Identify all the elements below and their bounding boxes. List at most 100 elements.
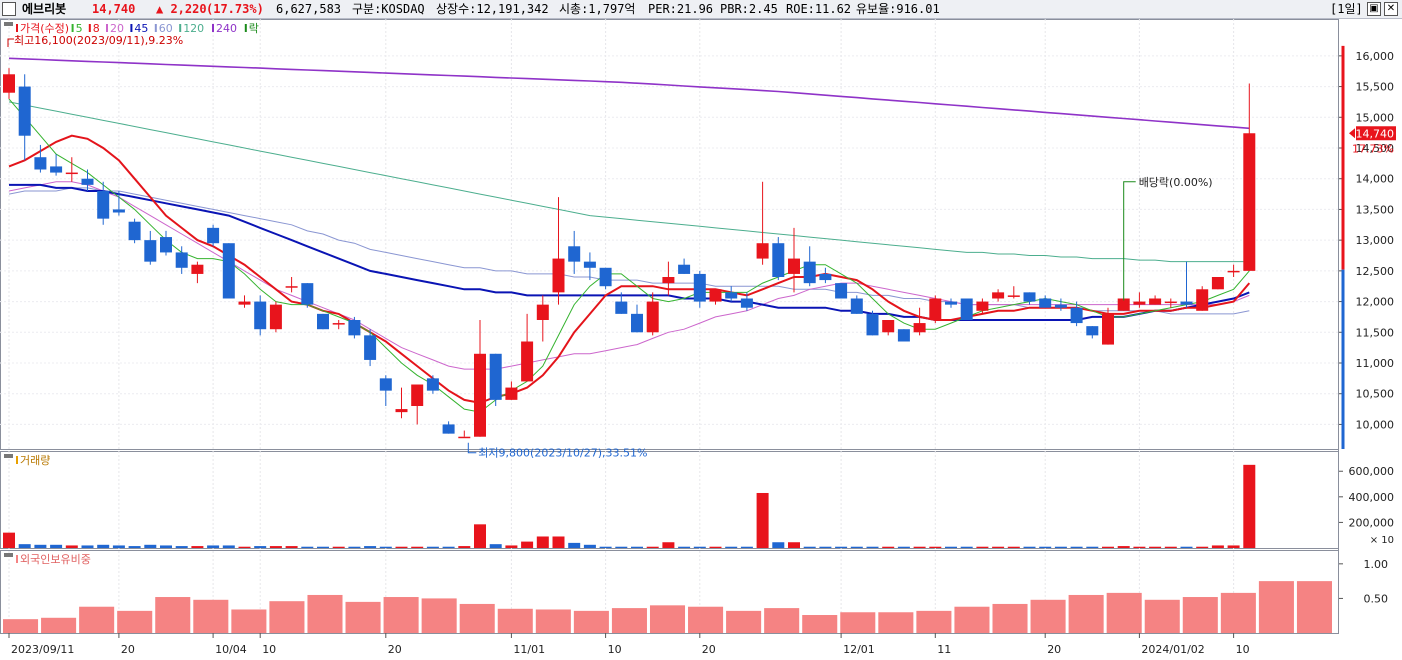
candle-body <box>112 209 125 213</box>
ma120-line <box>8 101 1250 263</box>
volume-bar-15 <box>238 546 251 548</box>
volume-bar-57 <box>897 546 910 548</box>
candle-body <box>489 353 502 400</box>
low-marker <box>467 442 477 454</box>
legend-swatch-4 <box>130 24 133 32</box>
volume-bar-41 <box>646 546 659 548</box>
candle-60 <box>945 298 957 308</box>
candle-body <box>348 320 361 336</box>
listed-shares: 상장수:12,191,342 <box>436 2 549 16</box>
candle-body <box>18 86 31 136</box>
high-annotation: 최고16,100(2023/09/11),9.23% <box>14 34 183 47</box>
volume-bar-24 <box>379 546 392 548</box>
candle-body <box>992 292 1005 299</box>
candle-body <box>144 240 157 262</box>
foreign-bar-28 <box>1068 594 1104 633</box>
stock-name: 에브리봇 <box>22 2 67 16</box>
volume-bar-16 <box>254 546 267 548</box>
candle-body <box>160 237 172 253</box>
foreign-bar-16 <box>611 608 647 633</box>
price-tick-label: 15,500 <box>1356 81 1395 94</box>
volume-tick-label: 400,000 <box>1349 491 1395 504</box>
per-value: PER:21.96 <box>648 2 714 16</box>
candle-body <box>207 227 220 244</box>
volume-unit-label: × 10 <box>1370 535 1394 546</box>
candle-12 <box>191 261 204 284</box>
candle-body <box>3 74 15 93</box>
volume-bar-59 <box>929 546 942 548</box>
candle-body <box>583 261 596 268</box>
volume-bar-48 <box>756 492 769 548</box>
maximize-icon[interactable]: ▣ <box>1367 2 1381 16</box>
candle-body <box>803 261 816 284</box>
candle-body <box>332 323 345 325</box>
candle-61 <box>960 298 973 320</box>
candle-65 <box>1023 292 1036 305</box>
candle-62 <box>976 298 989 314</box>
candle-body <box>458 436 471 439</box>
volume-swatch <box>16 456 18 464</box>
volume-bar-12 <box>191 546 204 548</box>
window-menu-icon[interactable] <box>2 2 16 16</box>
candle-body <box>1196 289 1209 311</box>
candle-body <box>631 313 643 333</box>
x-tick-label: 20 <box>702 643 716 656</box>
current-price: 14,740 <box>92 2 136 16</box>
legend-label-6: 120 <box>183 22 204 35</box>
candle-40 <box>631 304 643 333</box>
candle-31 <box>489 353 502 406</box>
candle-body <box>1117 298 1130 311</box>
candle-47 <box>740 292 753 311</box>
candle-35 <box>552 197 565 305</box>
candle-0 <box>3 68 15 99</box>
candle-34 <box>536 295 549 342</box>
volume-bar-35 <box>552 536 565 548</box>
close-icon[interactable]: ✕ <box>1384 2 1398 16</box>
foreign-bar-30 <box>1144 599 1180 633</box>
candle-3 <box>50 154 63 176</box>
candle-32 <box>505 381 518 400</box>
candle-78 <box>1227 264 1240 277</box>
candle-73 <box>1149 295 1162 305</box>
candle-body <box>238 301 251 305</box>
candle-15 <box>238 295 251 308</box>
volume-bar-51 <box>803 546 816 548</box>
price-tick-label: 15,000 <box>1356 111 1395 124</box>
candle-37 <box>583 252 596 281</box>
candle-body <box>1054 304 1067 308</box>
candle-22 <box>348 316 361 339</box>
candle-body <box>615 301 628 314</box>
candle-body <box>379 378 392 391</box>
candle-body <box>552 258 565 293</box>
ma45-line <box>9 183 1250 321</box>
candle-body <box>175 252 188 268</box>
foreign-bar-6 <box>231 609 267 633</box>
candle-body <box>97 191 110 219</box>
candle-body <box>709 289 722 302</box>
candle-74 <box>1164 298 1177 308</box>
volume-bar-62 <box>976 546 989 548</box>
candle-body <box>835 283 848 299</box>
candle-53 <box>835 283 848 299</box>
candle-66 <box>1039 295 1052 308</box>
volume-bar-64 <box>1007 546 1020 548</box>
volume-bar-20 <box>317 546 329 548</box>
candle-50 <box>788 227 800 293</box>
candle-body <box>897 329 910 342</box>
volume-bar-47 <box>740 546 753 548</box>
candle-body <box>81 178 94 185</box>
foreign-bar-25 <box>954 606 990 633</box>
price-change-pct: (17.73%) <box>206 2 264 16</box>
candle-body <box>536 304 549 320</box>
x-tick-label: 12/01 <box>843 643 875 656</box>
candle-45 <box>709 289 722 305</box>
candle-59 <box>929 295 942 324</box>
candle-55 <box>866 310 879 336</box>
volume-bar-68 <box>1070 546 1083 548</box>
period-selector[interactable]: [1일] <box>1330 2 1363 16</box>
low-annotation: 최저9,800(2023/10/27),33.51% <box>478 447 647 460</box>
candle-5 <box>81 169 94 191</box>
candle-body <box>411 384 424 406</box>
candle-58 <box>913 307 926 336</box>
last-price-label: 14,740 <box>1356 127 1395 140</box>
